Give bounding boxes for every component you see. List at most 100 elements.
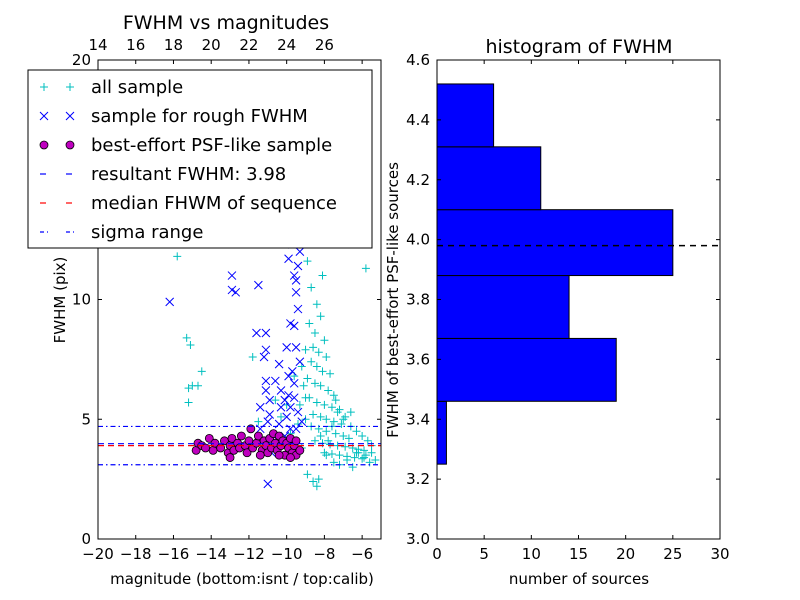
scatter-point-plus bbox=[320, 336, 329, 345]
scatter-point-plus bbox=[327, 449, 336, 458]
scatter-point-x bbox=[261, 345, 271, 355]
legend-marker-x-a bbox=[39, 111, 49, 121]
scatter-point-plus bbox=[314, 475, 323, 484]
scatter-point-plus bbox=[312, 398, 321, 407]
scatter-point-plus bbox=[197, 367, 206, 376]
histogram-bar bbox=[436, 146, 542, 211]
scatter-point-x bbox=[227, 271, 237, 280]
scatter-point-plus bbox=[320, 448, 329, 457]
scatter-point-plus bbox=[361, 451, 370, 460]
scatter-point-circle bbox=[236, 431, 246, 441]
scatter-point-plus bbox=[322, 352, 331, 361]
scatter-point-plus bbox=[184, 384, 193, 393]
y-tick-label: 5 bbox=[81, 410, 91, 428]
scatter-point-x bbox=[286, 319, 295, 328]
histogram-bar bbox=[436, 275, 570, 339]
scatter-point-x bbox=[289, 271, 299, 280]
x-tick-label: −20 bbox=[82, 545, 114, 563]
histogram-bar bbox=[436, 83, 495, 148]
scatter-point-plus bbox=[354, 445, 363, 454]
scatter-point-plus bbox=[346, 408, 355, 417]
scatter-point-plus bbox=[361, 264, 370, 273]
legend-marker-circle-a bbox=[39, 140, 49, 150]
scatter-point-plus bbox=[305, 393, 314, 402]
scatter-point-x bbox=[263, 479, 273, 489]
legend-label: sigma range bbox=[91, 222, 203, 243]
scatter-point-plus bbox=[301, 415, 310, 424]
top-x-tick-label: 16 bbox=[126, 36, 145, 54]
x-tick-label: 0 bbox=[432, 545, 442, 563]
x-tick-label: 30 bbox=[710, 545, 729, 563]
scatter-point-plus bbox=[184, 398, 193, 407]
scatter-point-plus bbox=[341, 442, 350, 451]
scatter-point-x bbox=[227, 285, 237, 295]
scatter-point-circle bbox=[242, 448, 252, 458]
legend-label: sample for rough FWHM bbox=[91, 106, 308, 127]
scatter-point-plus bbox=[248, 352, 257, 361]
scatter-point-x bbox=[261, 328, 271, 338]
scatter-point-plus bbox=[324, 386, 333, 395]
legend: all sample sample for rough FWHM best-effo… bbox=[27, 69, 373, 249]
scatter-point-x bbox=[293, 407, 303, 417]
scatter-point-plus bbox=[271, 396, 280, 405]
scatter-point-plus bbox=[310, 329, 319, 338]
scatter-point-plus bbox=[305, 319, 314, 328]
scatter-point-x bbox=[284, 254, 293, 264]
scatter-point-circle bbox=[274, 450, 284, 460]
scatter-point-circle bbox=[255, 450, 265, 460]
scatter-point-x bbox=[252, 328, 261, 338]
top-x-tick-label: 22 bbox=[239, 36, 258, 54]
x-tick-label: −12 bbox=[233, 545, 265, 563]
scatter-point-x bbox=[270, 376, 280, 386]
legend-marker-plus-b bbox=[66, 83, 74, 91]
y-tick-label: 3.6 bbox=[406, 350, 430, 368]
histogram-panel: 0 5 10 15 20 25 303.03.23.43.63.84.04.24.44.6 … bbox=[384, 36, 730, 588]
histogram-bars bbox=[436, 83, 674, 465]
scatter-point-plus bbox=[303, 470, 312, 479]
scatter-point-x bbox=[286, 402, 295, 412]
scatter-point-plus bbox=[339, 415, 348, 424]
scatter-point-x bbox=[289, 393, 299, 403]
y-tick-label: 4.6 bbox=[406, 51, 430, 69]
y-tick-label: 20 bbox=[72, 51, 91, 69]
scatter-y-axis-label: FWHM (pix) bbox=[51, 257, 69, 344]
scatter-point-x bbox=[295, 247, 305, 256]
legend-box bbox=[27, 69, 373, 249]
scatter-point-x bbox=[282, 412, 292, 422]
scatter-point-plus bbox=[331, 396, 340, 405]
scatter-point-x bbox=[289, 378, 299, 388]
scatter-point-x bbox=[255, 402, 265, 412]
scatter-point-plus bbox=[320, 400, 329, 409]
scatter-marks bbox=[165, 194, 380, 491]
x-tick-label: −10 bbox=[271, 545, 303, 563]
scatter-point-x bbox=[280, 395, 290, 405]
scatter-point-plus bbox=[314, 348, 323, 357]
scatter-point-x bbox=[297, 417, 307, 426]
scatter-point-x bbox=[282, 343, 292, 352]
scatter-point-plus bbox=[322, 415, 331, 424]
scatter-point-circle bbox=[291, 436, 301, 446]
scatter-point-x bbox=[289, 321, 299, 331]
scatter-point-plus bbox=[277, 412, 286, 421]
top-x-tick-label: 18 bbox=[164, 36, 183, 54]
scatter-point-plus bbox=[182, 333, 191, 342]
scatter-point-plus bbox=[360, 446, 369, 455]
scatter-point-x bbox=[265, 410, 275, 419]
scatter-point-plus bbox=[186, 341, 195, 350]
scatter-point-plus bbox=[337, 420, 346, 429]
top-x-tick-label: 26 bbox=[315, 36, 334, 54]
scatter-point-plus bbox=[371, 455, 380, 464]
legend-label: median FHWM of sequence bbox=[91, 193, 337, 214]
scatter-point-x bbox=[284, 390, 293, 400]
histogram-title: histogram of FWHM bbox=[485, 36, 672, 58]
scatter-point-plus bbox=[335, 451, 344, 460]
legend-label: best-effort PSF-like sample bbox=[91, 135, 332, 156]
histogram-axis-ticks: 0 5 10 15 20 25 30 3.0 3.2 3.4 3.6 3.8 4.0 4.2 4.4 4.6 bbox=[406, 51, 729, 563]
scatter-point-plus bbox=[326, 440, 335, 449]
histogram-x-axis-label: number of sources bbox=[509, 570, 649, 588]
scatter-point-plus bbox=[307, 283, 316, 292]
scatter-point-plus bbox=[331, 429, 340, 438]
scatter-point-circle bbox=[227, 434, 237, 443]
